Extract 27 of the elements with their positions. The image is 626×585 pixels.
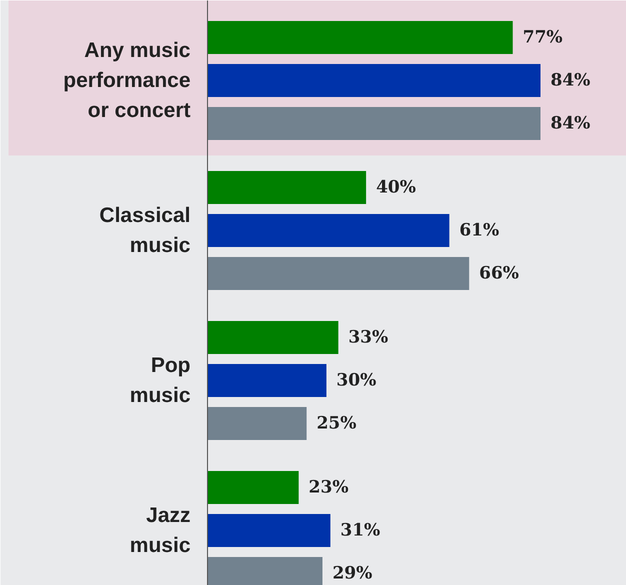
data-label: 61% bbox=[459, 220, 500, 240]
bar bbox=[208, 364, 326, 397]
y-tick-label: Any music performance or concert bbox=[63, 39, 191, 122]
bar bbox=[208, 407, 307, 440]
data-label: 23% bbox=[308, 478, 348, 498]
y-tick-label: Jazz music bbox=[130, 504, 191, 557]
data-label: 84% bbox=[550, 114, 590, 134]
data-label: 33% bbox=[348, 328, 388, 348]
bar bbox=[208, 514, 330, 547]
bar bbox=[208, 171, 366, 204]
y-tick-label: Pop music bbox=[130, 354, 191, 407]
data-label: 84% bbox=[550, 70, 590, 90]
y-tick-label: Classical music bbox=[99, 204, 191, 257]
data-label: 30% bbox=[336, 370, 376, 390]
bar bbox=[208, 321, 338, 354]
bar bbox=[208, 21, 513, 54]
data-label: 25% bbox=[316, 414, 356, 434]
data-label: 40% bbox=[376, 178, 416, 198]
bar bbox=[208, 107, 540, 140]
bar bbox=[208, 214, 450, 247]
data-label: 29% bbox=[332, 564, 372, 584]
bar bbox=[208, 471, 299, 504]
bar bbox=[208, 64, 540, 97]
data-label: 77% bbox=[522, 28, 563, 48]
bar bbox=[208, 257, 470, 290]
data-label: 66% bbox=[479, 264, 519, 284]
data-label: 31% bbox=[340, 520, 380, 540]
